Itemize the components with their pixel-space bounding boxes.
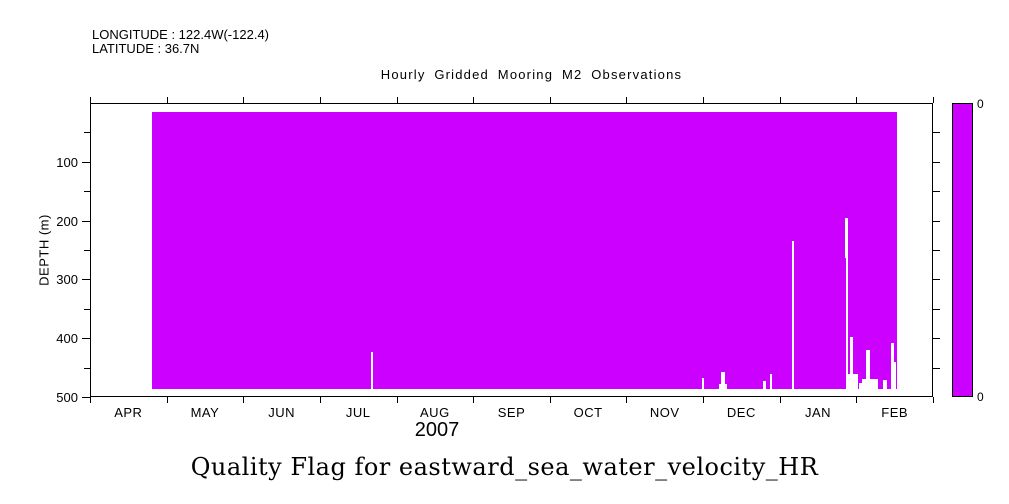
x-tick-label: JUN xyxy=(268,405,295,420)
figure-caption: Quality Flag for eastward_sea_water_velo… xyxy=(190,453,819,481)
y-tick-right xyxy=(933,368,940,369)
colorbar xyxy=(952,103,973,397)
y-minor-tick-left xyxy=(84,368,90,369)
x-tick-bottom xyxy=(550,397,551,403)
y-tick-right xyxy=(933,309,940,310)
missing-data-gap xyxy=(719,384,727,389)
x-tick-bottom xyxy=(856,397,857,403)
x-tick-top xyxy=(243,97,244,103)
x-tick-bottom xyxy=(90,397,91,403)
plot-title: Hourly Gridded Mooring M2 Observations xyxy=(380,67,683,82)
missing-data-gap xyxy=(845,258,848,389)
x-tick-label: JUL xyxy=(345,405,371,420)
y-tick-label: 400 xyxy=(56,331,78,346)
missing-data-gap xyxy=(791,241,794,389)
missing-data-gap xyxy=(883,380,887,389)
y-minor-tick-left xyxy=(84,309,90,310)
y-tick-label: 300 xyxy=(56,272,78,287)
y-major-tick-left xyxy=(82,162,90,163)
y-tick-right xyxy=(933,132,940,133)
missing-data-gap xyxy=(763,381,766,389)
longitude-text: LONGITUDE : 122.4W(-122.4) xyxy=(92,27,269,42)
missing-data-gap xyxy=(890,343,894,389)
missing-data-gap xyxy=(370,352,373,389)
x-tick-label: DEC xyxy=(726,405,756,420)
y-tick-right xyxy=(933,279,940,280)
x-tick-bottom xyxy=(243,397,244,403)
x-axis-year-label: 2007 xyxy=(414,419,460,441)
x-tick-top xyxy=(703,97,704,103)
x-tick-top xyxy=(473,97,474,103)
colorbar-bottom-label: 0 xyxy=(977,390,984,404)
y-major-tick-left xyxy=(82,338,90,339)
y-tick-label: 100 xyxy=(56,155,78,170)
coordinate-info: LONGITUDE : 122.4W(-122.4) LATITUDE : 36… xyxy=(92,28,269,56)
x-tick-label: NOV xyxy=(649,405,680,420)
y-major-tick-left xyxy=(82,279,90,280)
y-tick-right xyxy=(933,191,940,192)
y-minor-tick-left xyxy=(84,250,90,251)
missing-data-gap xyxy=(862,379,878,389)
x-tick-bottom xyxy=(626,397,627,403)
missing-data-gap xyxy=(844,218,848,258)
x-tick-label: FEB xyxy=(881,405,909,420)
x-tick-bottom xyxy=(167,397,168,403)
x-tick-bottom xyxy=(473,397,474,403)
x-tick-label: SEP xyxy=(497,405,526,420)
x-tick-bottom xyxy=(933,397,934,403)
x-tick-label: APR xyxy=(114,405,143,420)
y-tick-right xyxy=(933,338,940,339)
missing-data-gap xyxy=(893,362,896,389)
missing-data-gap xyxy=(850,337,853,389)
x-tick-top xyxy=(780,97,781,103)
y-major-tick-left xyxy=(82,221,90,222)
y-tick-label: 500 xyxy=(56,390,78,405)
x-tick-top xyxy=(933,97,934,103)
missing-data-gap xyxy=(866,350,870,389)
y-minor-tick-left xyxy=(84,132,90,133)
missing-data-gap xyxy=(721,372,725,389)
quality-flag-field xyxy=(152,112,897,389)
x-tick-label: MAY xyxy=(190,405,220,420)
x-tick-label: AUG xyxy=(420,405,450,420)
plot-frame xyxy=(90,103,933,397)
x-tick-label: OCT xyxy=(573,405,603,420)
x-tick-top xyxy=(550,97,551,103)
x-tick-bottom xyxy=(397,397,398,403)
y-tick-right xyxy=(933,162,940,163)
x-tick-top xyxy=(626,97,627,103)
y-tick-right xyxy=(933,250,940,251)
x-tick-bottom xyxy=(703,397,704,403)
missing-data-gap xyxy=(848,374,858,389)
x-tick-top xyxy=(856,97,857,103)
x-tick-top xyxy=(397,97,398,103)
x-tick-label: JAN xyxy=(805,405,832,420)
missing-data-gap xyxy=(702,378,704,389)
x-tick-top xyxy=(320,97,321,103)
colorbar-top-label: 0 xyxy=(977,97,984,111)
x-tick-bottom xyxy=(780,397,781,403)
x-tick-top xyxy=(167,97,168,103)
y-major-tick-left xyxy=(82,397,90,398)
y-tick-right xyxy=(933,221,940,222)
x-tick-bottom xyxy=(320,397,321,403)
x-tick-top xyxy=(90,97,91,103)
y-tick-label: 200 xyxy=(56,214,78,229)
latitude-text: LATITUDE : 36.7N xyxy=(92,41,200,56)
y-minor-tick-left xyxy=(84,191,90,192)
missing-data-gap xyxy=(769,373,772,389)
